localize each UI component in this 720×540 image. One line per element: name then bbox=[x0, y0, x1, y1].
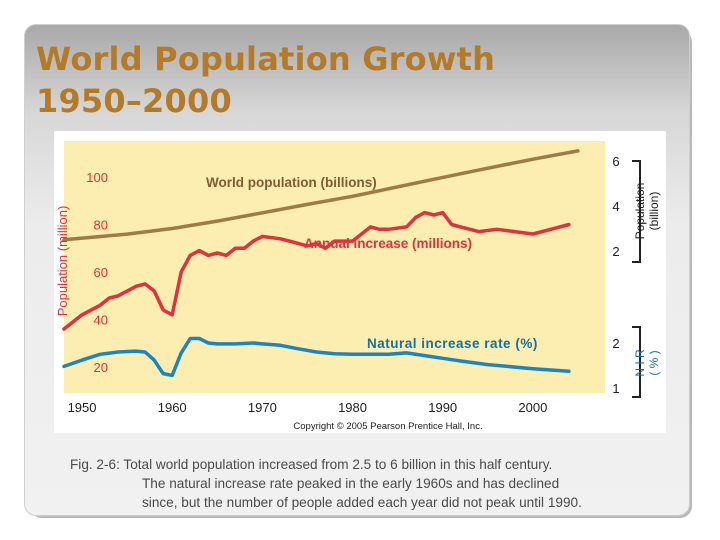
caption-line-3: since, but the number of people added ea… bbox=[142, 495, 582, 510]
x-axis-tick-label: 1950 bbox=[68, 400, 97, 415]
world-population-line bbox=[62, 149, 580, 242]
population-axis-tick-label: 6 bbox=[612, 154, 619, 169]
annual-increase-line bbox=[62, 210, 571, 331]
nir-axis-tick-label: 1 bbox=[612, 381, 619, 396]
nir-axis-title: N I R bbox=[633, 349, 647, 377]
left-axis-tick-label: 20 bbox=[94, 360, 108, 375]
title-line-2: 1950–2000 bbox=[36, 82, 232, 120]
left-axis-tick-label: 80 bbox=[94, 218, 108, 233]
natural-increase-rate-line bbox=[62, 336, 571, 378]
natural-increase-rate-label: Natural increase rate (%) bbox=[367, 336, 538, 351]
nir-axis-tick-label: 2 bbox=[612, 336, 619, 351]
x-axis-tick-label: 1990 bbox=[428, 400, 457, 415]
population-axis-bracket bbox=[632, 160, 641, 263]
x-axis-tick-label: 1970 bbox=[248, 400, 277, 415]
population-chart: World population (billions) Annual increa… bbox=[55, 141, 661, 432]
chart-figure: World population (billions) Annual increa… bbox=[54, 131, 666, 433]
plot-background bbox=[64, 141, 605, 393]
left-axis-tick-label: 100 bbox=[86, 170, 108, 185]
world-population-label: World population (billions) bbox=[206, 175, 377, 190]
population-axis-unit: (billion) bbox=[647, 192, 661, 231]
x-axis-tick-label: 2000 bbox=[518, 400, 547, 415]
left-axis-title: Population (million) bbox=[55, 206, 70, 317]
chart-copyright: Copyright © 2005 Pearson Prentice Hall, … bbox=[293, 421, 482, 432]
caption-line-1: Fig. 2-6: Total world population increas… bbox=[70, 457, 553, 472]
population-axis-title: Population bbox=[633, 183, 647, 240]
nir-axis-unit: ( % ) bbox=[647, 350, 661, 375]
title-line-1: World Population Growth bbox=[36, 40, 496, 78]
population-axis-tick-label: 2 bbox=[612, 244, 619, 259]
left-axis-tick-label: 40 bbox=[94, 313, 108, 328]
figure-caption: Fig. 2-6: Total world population increas… bbox=[70, 455, 670, 512]
left-axis-tick-label: 60 bbox=[94, 265, 108, 280]
annual-increase-label: Annual increase (millions) bbox=[304, 236, 472, 251]
x-axis-tick-label: 1960 bbox=[158, 400, 187, 415]
nir-axis-bracket bbox=[632, 326, 641, 398]
slide-title: World Population Growth 1950–2000 bbox=[36, 38, 495, 122]
population-axis-tick-label: 4 bbox=[612, 199, 619, 214]
x-axis-tick-label: 1980 bbox=[338, 400, 367, 415]
caption-line-2: The natural increase rate peaked in the … bbox=[142, 476, 560, 491]
